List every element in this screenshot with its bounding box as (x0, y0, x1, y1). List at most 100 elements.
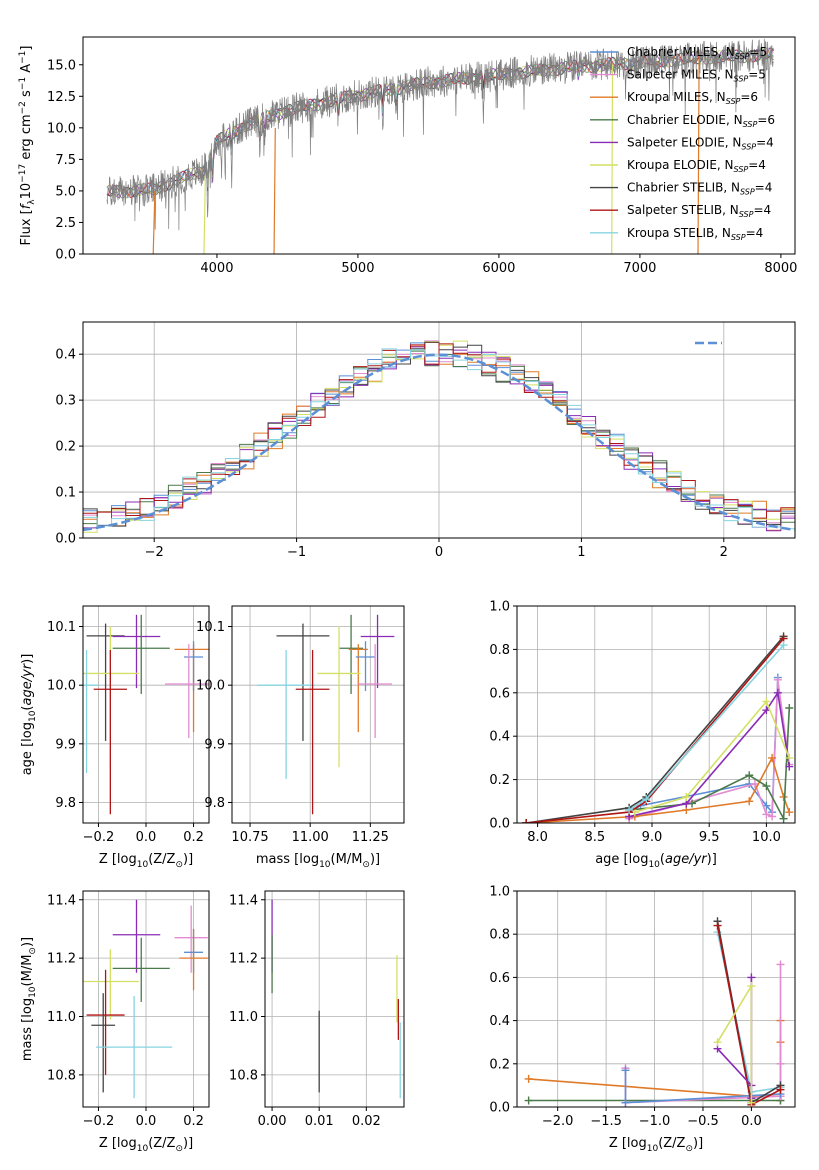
y-axis-label-text: age/yr (20, 662, 35, 705)
weight-point-marker (522, 819, 531, 823)
legend-subscript: SSP (734, 165, 749, 174)
y-tick-label: 0.0 (55, 248, 76, 263)
axes-frame (82, 36, 796, 255)
axes-frame (516, 605, 796, 824)
weight-point-marker (776, 1059, 785, 1068)
y-tick-label: 15.0 (47, 58, 76, 73)
y-axis-label-text: )] (20, 654, 35, 664)
y-axis-label-text: f (19, 202, 34, 209)
x-tick-label: 0.0 (136, 830, 157, 845)
x-axis-label-text: (M/M (331, 852, 363, 867)
plot-area (83, 614, 209, 815)
x-tick-label: 8000 (764, 261, 797, 276)
model-edge-line (273, 127, 276, 254)
weight-point-marker (713, 921, 722, 930)
y-tick-label: 7.5 (55, 153, 76, 168)
weight-point-marker (785, 762, 794, 771)
y-tick-label: 1.0 (489, 885, 510, 900)
y-tick-label: 0.2 (55, 440, 76, 455)
x-tick-label: 0.2 (183, 830, 204, 845)
weight-point-marker (642, 795, 651, 804)
y-tick-label: 11.0 (47, 1010, 76, 1025)
legend-text: =6 (757, 113, 775, 127)
y-tick-label: 0.0 (489, 817, 510, 832)
x-tick-label: 0.02 (352, 1114, 381, 1129)
axes-frame (264, 890, 405, 1108)
x-tick-label: 0.01 (305, 1114, 334, 1129)
legend-subscript: SSP (740, 188, 755, 197)
y-tick-label: 10.8 (47, 1068, 76, 1083)
legend-label: Salpeter STELIB, NSSP=4 (627, 203, 771, 219)
weight-point-marker (768, 753, 777, 762)
x-axis-label-subscript: 10 (648, 860, 660, 870)
x-axis-label: age [log10(age/yr)] (595, 852, 717, 870)
y-tick-label: 10.0 (47, 679, 76, 694)
weight-point-marker (779, 792, 788, 801)
x-axis-label-text: (Z/Z (148, 1136, 175, 1151)
x-tick-label: 11.25 (352, 830, 389, 845)
weight-point-marker (621, 1066, 630, 1075)
x-axis-label-text: )] (370, 852, 380, 867)
y-tick-label: 10.1 (47, 620, 76, 635)
weight-point-marker (713, 1038, 722, 1047)
y-tick-label: 0.8 (489, 643, 510, 658)
y-axis-label-subscript: 10 (28, 986, 38, 998)
model-edge-line (152, 190, 156, 254)
legend-label: Chabrier STELIB, NSSP=4 (627, 181, 772, 197)
y-axis-label-subscript: ⊙ (28, 947, 38, 955)
x-tick-label: 6000 (482, 261, 515, 276)
x-axis-label: Z [log10(Z/Z⊙)] (99, 852, 193, 870)
legend-text: =4 (753, 203, 771, 217)
legend-label: Kroupa MILES, NSSP=6 (627, 90, 758, 106)
legend-subscript: SSP (734, 75, 749, 84)
weight-point-marker (785, 703, 794, 712)
plot-area (524, 917, 785, 1107)
x-tick-label: −1.5 (590, 1114, 622, 1129)
y-axis-label: age [log10(age/yr)] (20, 654, 38, 776)
model-edge-line (611, 64, 614, 254)
legend-text: Salpeter ELODIE, N (627, 135, 741, 149)
x-axis-label-text: )] (183, 852, 193, 867)
y-axis-label-superscript: −2 (18, 101, 28, 114)
x-axis-label-subscript: ⊙ (175, 1144, 183, 1154)
x-tick-label: −1 (287, 545, 306, 560)
legend-text: =4 (755, 181, 773, 195)
x-axis-label-subscript: ⊙ (685, 1144, 693, 1154)
x-tick-label: 0.00 (258, 1114, 287, 1129)
plot-area (83, 340, 795, 533)
x-axis-label-subscript: ⊙ (175, 860, 183, 870)
x-tick-label: 0.0 (741, 1114, 762, 1129)
y-axis-label-text: 10 (19, 183, 34, 200)
weight-point-marker (745, 771, 754, 780)
x-tick-label: 0.2 (183, 1114, 204, 1129)
plot-area (522, 632, 794, 823)
y-tick-label: 0.8 (489, 928, 510, 943)
x-axis-label-text: )] (693, 1136, 703, 1151)
x-axis-label: Z [log10(Z/Z⊙)] (609, 1136, 703, 1154)
weight-point-marker (747, 973, 756, 982)
spectrum-panel: 4000 5000 6000 7000 8000 0.0 2.5 5.0 7.5 10.0 12.5… (18, 36, 797, 276)
y-tick-label: 0.0 (55, 532, 76, 547)
y-axis-label-text: ( (20, 706, 35, 711)
y-axis-label-superscript: −1 (18, 51, 28, 64)
x-tick-label: 8.5 (584, 830, 605, 845)
x-axis-label-text: )] (183, 1136, 193, 1151)
weight-point-marker (779, 641, 788, 650)
weight-point-marker (762, 697, 771, 706)
x-axis-label-text: Z [log (99, 852, 137, 867)
weight-point-marker (682, 792, 691, 801)
x-tick-label: 5000 (341, 261, 374, 276)
legend-label: Salpeter ELODIE, NSSP=4 (627, 135, 774, 151)
axes-frame (516, 890, 796, 1108)
plot-area (271, 899, 401, 1099)
normal-reference-curve (83, 353, 795, 532)
x-tick-label: 9.5 (699, 830, 720, 845)
y-tick-label: 0.6 (489, 686, 510, 701)
legend-label: Kroupa STELIB, NSSP=4 (627, 226, 763, 242)
y-axis-label-text: (M/M (20, 955, 35, 987)
x-tick-label: 4000 (200, 261, 233, 276)
x-axis-label-text: age [log (595, 852, 648, 867)
x-axis-label-subscript: 10 (319, 860, 331, 870)
weight-vs-metallicity-panel: −2.0 −1.5 −1.0 −0.5 0.0 0.0 0.2 0.4 0.6 0.8 1.0 Z [… (489, 885, 796, 1154)
